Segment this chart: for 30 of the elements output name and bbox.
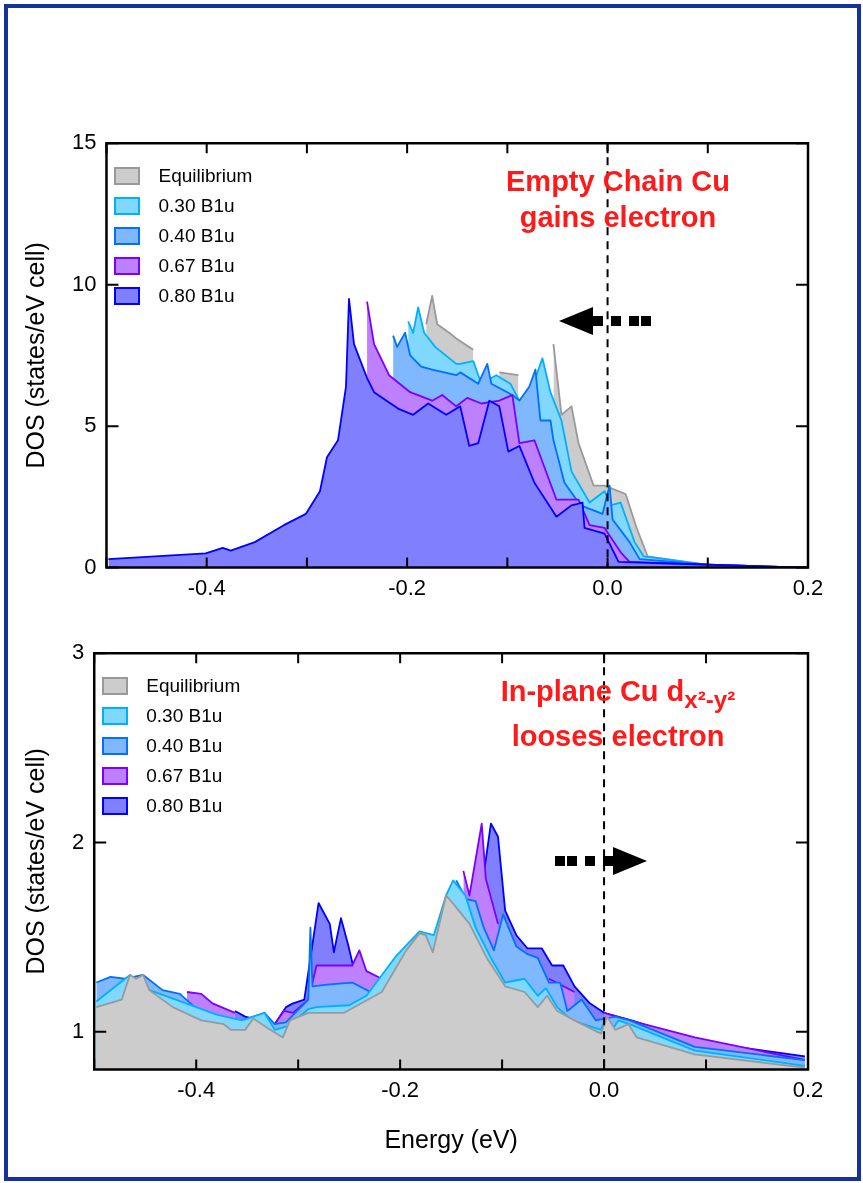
x-tick-label: 0.2 — [792, 1076, 824, 1102]
y-axis-title: DOS (states/eV cell) — [20, 242, 49, 469]
legend-label: Equilibrium — [158, 164, 253, 189]
y-tick-label: 2 — [71, 828, 85, 854]
annotation: In-plane Cu d$_{x²-y²}$ looses electron — [499, 674, 737, 754]
y-tick-label: 15 — [71, 129, 97, 155]
x-axis-title: Energy (eV) — [384, 1124, 518, 1153]
y-tick-label: 5 — [84, 412, 97, 438]
legend-label: 0.40 B1u — [158, 224, 235, 249]
legend-label: 0.30 B1u — [146, 704, 223, 729]
x-tick-label: -0.4 — [187, 574, 226, 600]
legend-label: Equilibrium — [146, 674, 241, 699]
legend-label: 0.80 B1u — [146, 794, 223, 819]
x-tick-label: 0.0 — [592, 574, 623, 600]
legend-label: 0.40 B1u — [146, 734, 223, 759]
x-tick-label: 0.2 — [792, 574, 824, 600]
y-tick-label: 1 — [71, 1017, 85, 1043]
y-tick-label: 10 — [71, 270, 97, 296]
x-tick-label: -0.2 — [388, 574, 427, 600]
x-tick-label: -0.4 — [177, 1076, 216, 1102]
y-tick-label: 3 — [71, 639, 85, 665]
y-axis-title: DOS (states/eV cell) — [20, 748, 49, 975]
y-tick-label: 0 — [84, 553, 97, 579]
legend-label: 0.67 B1u — [158, 254, 235, 279]
x-tick-label: 0.0 — [588, 1076, 620, 1102]
legend-label: 0.30 B1u — [158, 194, 235, 219]
legend-label: 0.67 B1u — [146, 764, 223, 789]
legend-label: 0.80 B1u — [158, 284, 235, 309]
x-tick-label: -0.2 — [381, 1076, 420, 1102]
annotation: Empty Chain Cu gains electron — [505, 164, 731, 236]
